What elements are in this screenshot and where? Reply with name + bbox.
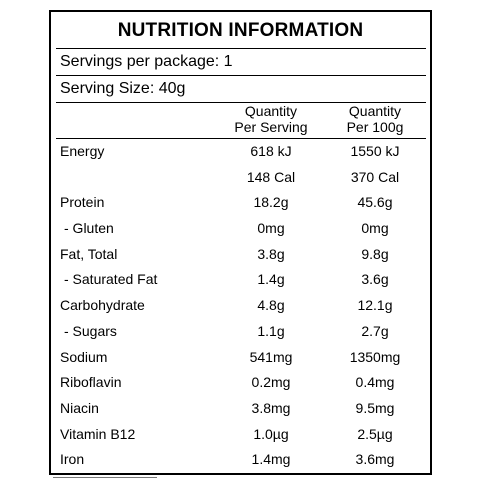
per-serving-value: 3.8mg xyxy=(251,399,291,416)
table-row: Protein 18.2g 45.6g xyxy=(51,190,430,216)
per-100g-value: 2.7g xyxy=(361,322,389,339)
per-100g-value: 9.5mg xyxy=(355,399,395,416)
divider xyxy=(56,48,426,49)
per-100g-value: 2.5µg xyxy=(357,425,393,442)
table-row: - Saturated Fat 1.4g 3.6g xyxy=(51,267,430,293)
table-row: 148 Cal 370 Cal xyxy=(51,165,430,191)
per-serving-value: 1.1g xyxy=(257,322,285,339)
table-row: Vitamin B12 1.0µg 2.5µg xyxy=(51,422,430,448)
per-100g-value: 3.6g xyxy=(361,271,389,288)
table-row: Carbohydrate 4.8g 12.1g xyxy=(51,293,430,319)
per-100g-value: 0.4mg xyxy=(355,374,395,391)
table-row: - Gluten 0mg 0mg xyxy=(51,216,430,242)
nutrient-name: Vitamin B12 xyxy=(60,425,136,442)
per-100g-value: 0mg xyxy=(361,220,389,237)
per-serving-value: 0mg xyxy=(257,220,285,237)
nutrient-name: Protein xyxy=(60,194,105,211)
nutrient-name: Carbohydrate xyxy=(60,297,145,314)
per-100g-value: 1550 kJ xyxy=(350,143,400,159)
nutrient-name: Energy xyxy=(60,143,105,159)
per-100g-value: 12.1g xyxy=(357,297,393,314)
per-100g-value: 370 Cal xyxy=(350,168,400,185)
table-row: - Sugars 1.1g 2.7g xyxy=(51,319,430,345)
nutrient-name: Sodium xyxy=(60,348,108,365)
nutrient-name: - Saturated Fat xyxy=(64,271,158,288)
column-header-line: Per Serving xyxy=(234,119,308,135)
nutrient-name: Niacin xyxy=(60,399,99,416)
divider xyxy=(56,75,426,76)
nutrient-name: Iron xyxy=(60,451,85,468)
divider xyxy=(56,102,426,103)
column-header-per-100g: Quantity Per 100g xyxy=(320,103,430,135)
nutrient-name: Fat, Total xyxy=(60,245,118,262)
nutrition-panel: NUTRITION INFORMATION Servings per packa… xyxy=(49,10,432,475)
nutrient-table: Energy 618 kJ 1550 kJ 148 Cal 370 Cal Protein… xyxy=(51,139,430,473)
nutrient-name: Riboflavin xyxy=(60,374,122,391)
table-row: Fat, Total 3.8g 9.8g xyxy=(51,242,430,268)
per-serving-value: 3.8g xyxy=(257,245,285,262)
per-100g-value: 45.6g xyxy=(357,194,393,211)
per-serving-value: 1.0µg xyxy=(253,425,289,442)
per-serving-value: 0.2mg xyxy=(251,374,291,391)
column-header-per-serving: Quantity Per Serving xyxy=(216,103,326,135)
per-100g-value: 3.6mg xyxy=(355,451,395,468)
per-serving-value: 18.2g xyxy=(253,194,289,211)
per-100g-value: 9.8g xyxy=(361,245,389,262)
table-row: Riboflavin 0.2mg 0.4mg xyxy=(51,370,430,396)
per-100g-value: 1350mg xyxy=(349,348,401,365)
nutrient-name: - Gluten xyxy=(64,220,114,237)
table-row: Energy 618 kJ 1550 kJ xyxy=(51,139,430,165)
nutrient-name: - Sugars xyxy=(64,322,117,339)
per-serving-value: 618 kJ xyxy=(250,143,292,159)
per-serving-value: 1.4g xyxy=(257,271,285,288)
column-header-line: Per 100g xyxy=(346,119,404,135)
divider xyxy=(56,138,426,139)
servings-per-package: Servings per package: 1 xyxy=(60,53,233,70)
per-serving-value: 541mg xyxy=(249,348,293,365)
per-serving-value: 4.8g xyxy=(257,297,285,314)
table-row: Sodium 541mg 1350mg xyxy=(51,345,430,371)
panel-title: NUTRITION INFORMATION xyxy=(117,20,364,41)
serving-size: Serving Size: 40g xyxy=(60,80,186,97)
column-header-line: Quantity xyxy=(348,103,402,119)
table-row: Iron 1.4mg 3.6mg xyxy=(51,447,430,473)
per-serving-value: 1.4mg xyxy=(251,451,291,468)
page-rule-fragment xyxy=(53,477,157,478)
column-header-line: Quantity xyxy=(244,103,298,119)
per-serving-value: 148 Cal xyxy=(246,168,296,185)
table-row: Niacin 3.8mg 9.5mg xyxy=(51,396,430,422)
